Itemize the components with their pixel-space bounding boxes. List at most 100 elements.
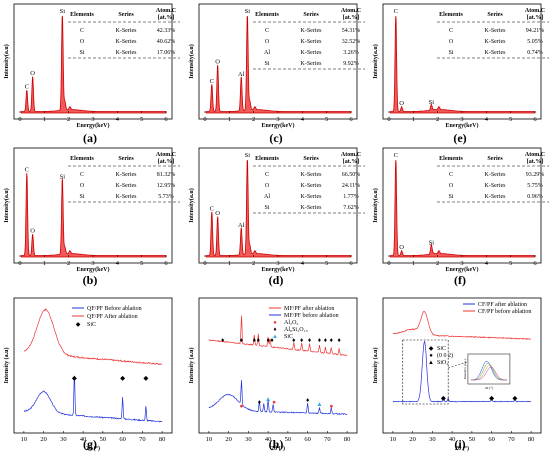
zoom-box [402,339,449,405]
legend-label: Al₂O₃ [284,320,299,326]
sic-marker: ◆ [441,395,447,402]
plot-frame [198,3,358,120]
table-header: [at.%] [158,15,175,21]
phase-marker: ▲ [265,396,271,403]
x-tick-label: 60 [119,436,126,443]
xrd-panel-i: 10 20 30 40 50 60 70 80 2θ (°) Intensity (a.u) ◆ ◆ ◆… [372,297,542,452]
plot-frame [198,297,358,434]
x-axis-label: Energy(keV) [262,122,295,129]
table-cell: K-Series [485,39,507,45]
legend-marker: ▲ [272,334,278,340]
x-tick-label: 2 [67,260,70,267]
table-cell: 42.33% [157,28,176,34]
sic-marker: ◆ [120,375,126,382]
legend-marker: ▲ [428,360,434,366]
legend-marker: ◆ [76,322,81,328]
table-cell: Si [448,194,453,200]
x-tick-label: 5 [509,116,512,123]
spectrum-area [205,15,352,114]
sic-marker: ◆ [143,375,149,382]
table-cell: O [449,39,454,45]
x-tick-label: 5 [140,260,143,267]
x-tick-label: 70 [508,436,515,443]
x-tick-label: 40 [449,436,456,443]
phase-marker: ♦ [306,397,310,404]
x-tick-label: 0 [18,260,21,267]
x-tick-label: 20 [40,436,47,443]
x-tick-label: 2 [252,116,255,123]
peak-label: O [399,244,404,251]
mullite-marker: ♦ [324,337,328,344]
table-header: Elements [255,156,279,162]
table-cell: K-Series [485,28,507,34]
x-tick-label: 2 [436,116,439,123]
x-tick-label: 1 [228,260,231,267]
table-header: Atom.C [341,8,361,14]
phase-marker: ● [329,403,333,410]
inset-curve [470,366,507,381]
table-cell: 3.26% [343,50,359,56]
panel-label: (f) [454,273,466,287]
table-header: Elements [255,12,279,18]
panel-label: (g) [83,437,97,451]
table-cell: K-Series [116,183,138,189]
table-cell: 32.52% [342,39,361,45]
peak-label: C [25,84,29,91]
plot-frame [13,147,173,264]
spectrum-area [389,159,536,258]
phase-marker: ♦ [258,399,262,406]
series-after [208,315,348,356]
table-cell: C [449,172,453,178]
x-tick-label: 10 [390,436,397,443]
table-cell: O [265,39,270,45]
y-axis-label: Intensity(a.u) [372,44,379,79]
table-cell: Al [264,50,270,56]
table-cell: 5.73% [158,194,174,200]
mullite-marker: ♦ [221,337,225,344]
table-header: Elements [439,12,463,18]
table-cell: K-Series [116,194,138,200]
mullite-marker: ♦ [253,337,257,344]
phase-marker: ● [272,399,276,406]
spectrum-area [20,15,167,114]
x-tick-label: 6 [349,260,353,267]
plot-frame [13,3,173,120]
peak-label: C [394,8,398,15]
mullite-marker: ♦ [270,337,274,344]
peak-label: Si [429,239,435,246]
sic-marker: ◆ [489,395,495,402]
table-cell: 5.05% [527,39,543,45]
x-tick-label: 6 [164,260,168,267]
x-tick-label: 30 [429,436,436,443]
mullite-marker: ♦ [330,337,334,344]
table-cell: Si [79,50,84,56]
legend-label: CF/PF before ablation [478,308,531,315]
table-header: [at.%] [343,159,360,165]
legend-marker: ● [273,320,277,326]
table-header: Series [303,156,319,162]
table-cell: 24.11% [342,183,360,189]
table-cell: O [449,183,454,189]
mullite-marker: ♦ [300,337,304,344]
x-tick-label: 4 [116,116,120,123]
series-before [392,310,532,340]
table-header: [at.%] [343,15,360,21]
x-tick-label: 30 [60,436,67,443]
plot-frame [382,3,542,120]
table-cell: Si [264,61,269,67]
x-tick-label: 6 [349,116,353,123]
table-header: Elements [70,12,94,18]
table-header: Elements [70,156,94,162]
peak-label: O [399,100,404,107]
y-axis-label: Intensity(a.u) [3,44,10,79]
inset-frame [467,353,511,385]
table-header: Series [118,12,134,18]
table-cell: Si [264,205,269,211]
x-tick-label: 6 [533,260,537,267]
inset-curve [470,362,507,381]
sic-marker: ◆ [72,375,78,382]
x-tick-label: 4 [485,116,489,123]
